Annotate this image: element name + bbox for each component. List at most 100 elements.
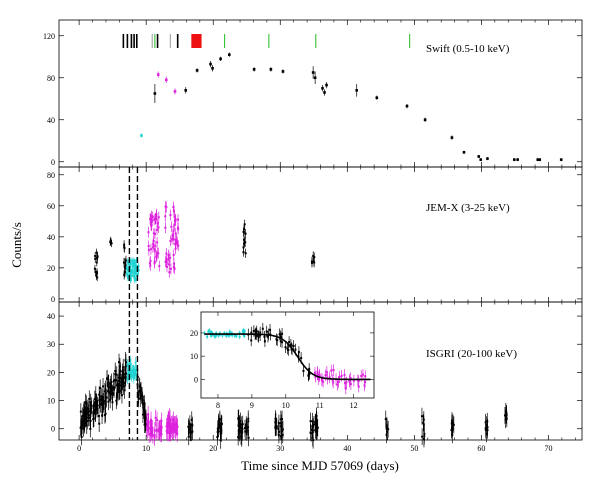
- data-point-marker: [330, 369, 333, 372]
- isgri-data-point: [151, 420, 154, 437]
- data-point-marker: [172, 206, 175, 209]
- data-point-marker: [142, 409, 145, 412]
- data-point-marker: [154, 245, 157, 248]
- isgri-data-point: [107, 375, 110, 393]
- data-point-marker: [316, 370, 319, 373]
- isgri-data-point: [167, 424, 170, 442]
- isgri-data-point: [158, 419, 161, 437]
- jemx-data-point: [168, 266, 171, 278]
- data-point-marker: [137, 269, 140, 272]
- data-point-marker: [242, 246, 245, 249]
- data-point-marker: [294, 348, 297, 351]
- data-point-marker: [312, 254, 315, 257]
- jemx-data-point: [244, 229, 247, 239]
- data-point-marker: [124, 264, 127, 267]
- data-point-marker: [127, 269, 130, 272]
- data-point-marker: [149, 217, 152, 220]
- isgri-data-point: [127, 364, 130, 377]
- isgri-data-point: [93, 390, 96, 408]
- data-point-marker: [96, 255, 99, 258]
- data-point-marker: [121, 379, 124, 382]
- y-axis-title: Counts/s: [9, 222, 24, 268]
- inset-xtick-label: 8: [216, 401, 220, 410]
- data-point-marker: [286, 347, 289, 350]
- data-point-marker: [422, 418, 425, 421]
- data-point-marker: [314, 375, 317, 378]
- jemx-data-point: [125, 270, 128, 277]
- jemx-data-point: [155, 210, 158, 222]
- data-point-marker: [240, 435, 243, 438]
- data-point-marker: [149, 248, 152, 251]
- isgri-data-point: [98, 386, 101, 404]
- data-point-marker: [332, 369, 335, 372]
- isgri-data-point: [109, 375, 112, 393]
- data-point-marker: [257, 335, 260, 338]
- data-point-marker: [132, 376, 135, 379]
- data-point-marker: [167, 254, 170, 257]
- data-point-marker: [155, 256, 158, 259]
- swift-data-point: [512, 158, 516, 162]
- data-point-marker: [118, 365, 121, 368]
- data-point-marker: [154, 217, 157, 220]
- data-point-marker: [124, 377, 127, 380]
- data-point-marker: [252, 68, 256, 71]
- isgri-data-point: [189, 424, 192, 442]
- isgri-data-point: [80, 418, 83, 436]
- data-point-marker: [87, 414, 90, 417]
- data-point-marker: [357, 385, 360, 388]
- data-point-marker: [118, 361, 121, 364]
- data-point-marker: [215, 334, 218, 337]
- data-point-marker: [503, 414, 506, 417]
- jemx-data-point: [310, 256, 313, 267]
- data-point-marker: [149, 427, 152, 430]
- jemx-data-point: [173, 263, 176, 275]
- isgri-data-point: [422, 414, 425, 432]
- data-point-marker: [174, 232, 177, 235]
- isgri-data-point: [220, 424, 223, 442]
- data-point-marker: [240, 437, 243, 440]
- isgri-data-point: [90, 397, 93, 415]
- isgri-data-point: [103, 406, 106, 424]
- data-point-marker: [123, 243, 126, 246]
- isgri-data-point: [82, 419, 85, 437]
- data-point-marker: [122, 376, 125, 379]
- inset-ytick-label: 0: [194, 375, 198, 384]
- data-point-marker: [142, 403, 145, 406]
- data-point-marker: [364, 375, 367, 378]
- data-point-marker: [422, 421, 425, 424]
- jemx-data-point: [172, 201, 175, 213]
- jemx-data-point: [149, 260, 152, 272]
- isgri-data-point: [423, 427, 426, 445]
- isgri-data-point: [314, 415, 317, 433]
- data-point-marker: [281, 341, 284, 344]
- isgri-data-point: [280, 422, 283, 440]
- data-point-marker: [214, 335, 217, 338]
- data-point-marker: [352, 379, 355, 382]
- isgri-data-point: [100, 388, 103, 405]
- data-point-marker: [124, 261, 127, 264]
- data-point-marker: [355, 89, 359, 92]
- isgri-data-point: [97, 407, 100, 425]
- isgri-data-point: [89, 402, 92, 420]
- data-point-marker: [103, 414, 106, 417]
- isgri-data-point: [102, 393, 105, 410]
- data-point-marker: [266, 335, 269, 338]
- swift-data-point: [536, 158, 540, 162]
- data-point-marker: [324, 374, 327, 377]
- jemx-data-point: [156, 217, 159, 229]
- data-point-marker: [243, 330, 246, 333]
- data-point-marker: [132, 274, 135, 277]
- data-point-marker: [85, 412, 88, 415]
- data-point-marker: [349, 383, 352, 386]
- data-point-marker: [276, 339, 279, 342]
- jemx-ytick-label: 80: [47, 171, 55, 180]
- isgri-data-point: [137, 390, 140, 408]
- data-point-marker: [124, 367, 127, 370]
- data-point-marker: [155, 215, 158, 218]
- x-tick-label: 70: [544, 444, 552, 453]
- inset-data-point: [228, 329, 231, 334]
- data-point-marker: [155, 254, 158, 257]
- data-point-marker: [302, 369, 305, 372]
- data-point-marker: [176, 242, 179, 245]
- data-point-marker: [156, 73, 160, 76]
